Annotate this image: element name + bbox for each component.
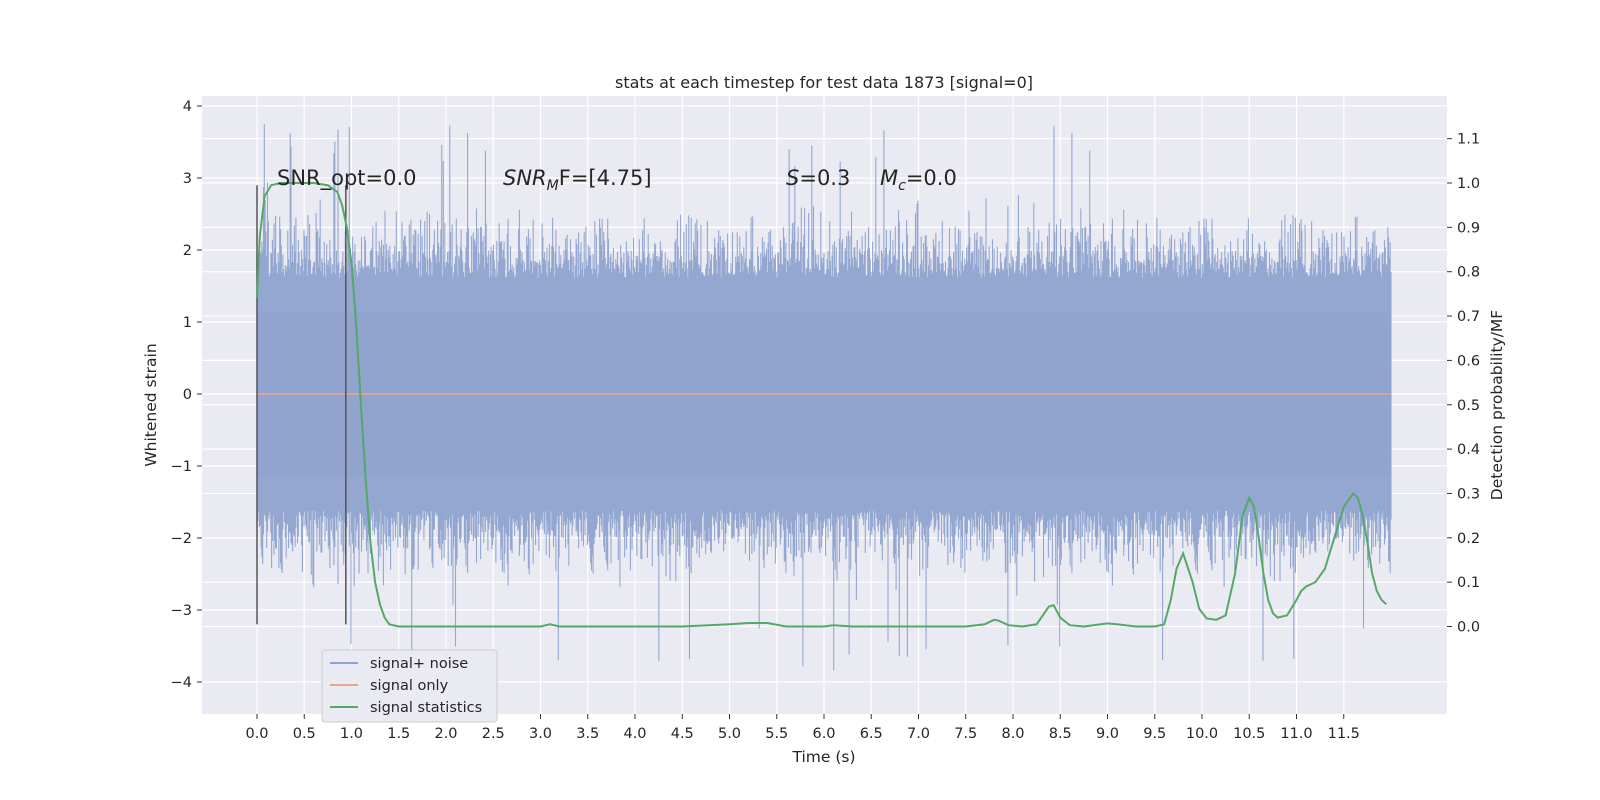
signal-statistics-series	[256, 182, 1387, 628]
x-tick-label: 0.0	[245, 726, 268, 742]
y-left-tick-label: 2	[183, 243, 192, 259]
x-tick-label: 8.0	[1001, 726, 1024, 742]
legend-label-signal-statistics: signal statistics	[370, 700, 482, 716]
y-axis-left: 4 3 2 1 0 −1 −2 −3 −4	[171, 99, 202, 691]
x-tick-label: 0.5	[293, 726, 316, 742]
mc-subscript: c	[898, 178, 906, 194]
s-annotation: S=0.3	[786, 166, 850, 190]
vertical-markers	[256, 185, 347, 625]
x-tick-label: 8.5	[1049, 726, 1072, 742]
y-right-tick-label: 0.7	[1457, 309, 1480, 325]
y-right-tick-label: 0.0	[1457, 620, 1480, 636]
legend-box	[321, 649, 498, 723]
y-axis-right: 1.1 1.0 0.9 0.8 0.7 0.6 0.5 0.4 0.3 0.2 0.1 0.0	[1447, 132, 1480, 636]
legend: signal+ noise signal only signal statist…	[321, 649, 498, 723]
x-tick-label: 7.5	[954, 726, 977, 742]
x-tick-label: 9.0	[1096, 726, 1119, 742]
x-tick-label: 10.0	[1186, 726, 1218, 742]
legend-label-signal-noise: signal+ noise	[370, 656, 468, 672]
y-left-tick-label: 3	[183, 171, 192, 187]
x-tick-label: 4.0	[623, 726, 646, 742]
y-left-tick-label: −2	[171, 531, 192, 547]
y-right-tick-label: 0.4	[1457, 442, 1480, 458]
y-right-tick-label: 0.6	[1457, 353, 1480, 369]
mc-symbol: M	[880, 166, 898, 190]
y-right-tick-label: 0.2	[1457, 531, 1480, 547]
mc-annotation: Mc=0.0	[880, 166, 957, 194]
y-left-tick-label: −4	[171, 675, 192, 691]
y-right-tick-label: 1.0	[1457, 176, 1480, 192]
y-right-tick-label: 0.8	[1457, 265, 1480, 281]
x-tick-label: 5.5	[765, 726, 788, 742]
mc-value: =0.0	[906, 166, 957, 190]
y-left-tick-label: 4	[183, 99, 192, 115]
x-tick-label: 1.5	[387, 726, 410, 742]
x-tick-label: 6.0	[812, 726, 835, 742]
y-axis-left-label: Whitened strain	[142, 343, 160, 466]
y-right-tick-label: 0.3	[1457, 486, 1480, 502]
x-tick-label: 5.0	[718, 726, 741, 742]
snr-mf-subscript: M	[547, 178, 559, 194]
y-right-tick-label: 0.1	[1457, 575, 1480, 591]
y-left-tick-label: −3	[171, 603, 192, 619]
s-value: =0.3	[799, 166, 850, 190]
y-right-tick-label: 0.9	[1457, 220, 1480, 236]
x-tick-label: 4.5	[671, 726, 694, 742]
y-left-tick-label: 1	[183, 315, 192, 331]
y-right-tick-label: 1.1	[1457, 132, 1480, 148]
snr-opt-annotation: SNR_opt=0.0	[277, 166, 417, 191]
y-left-tick-label: −1	[171, 459, 192, 475]
x-tick-label: 2.5	[482, 726, 505, 742]
snr-mf-value: F=[4.75]	[559, 166, 652, 190]
x-tick-label: 1.0	[340, 726, 363, 742]
x-tick-label: 9.5	[1143, 726, 1166, 742]
x-tick-label: 10.5	[1233, 726, 1265, 742]
x-tick-label: 11.0	[1280, 726, 1312, 742]
s-symbol: S	[786, 166, 799, 190]
x-tick-label: 7.0	[907, 726, 930, 742]
chart-title: stats at each timestep for test data 187…	[615, 73, 1033, 92]
x-tick-label: 2.0	[434, 726, 457, 742]
y-right-tick-label: 0.5	[1457, 398, 1480, 414]
legend-label-signal-only: signal only	[370, 678, 449, 694]
x-tick-label: 3.5	[576, 726, 599, 742]
x-tick-label: 11.5	[1328, 726, 1360, 742]
y-left-tick-label: 0	[183, 387, 192, 403]
x-tick-label: 3.0	[529, 726, 552, 742]
x-axis: 0.0 0.5 1.0 1.5 2.0 2.5 3.0 3.5 4.0 4.5 5.0 5.5 6.0 6…	[245, 714, 1360, 742]
x-axis-label: Time (s)	[791, 748, 855, 766]
snr-mf-symbol: SNR	[503, 166, 547, 190]
y-axis-right-label: Detection probability/MF	[1488, 310, 1506, 501]
snr-mf-annotation: SNRMF=[4.75]	[503, 166, 652, 194]
x-tick-label: 6.5	[860, 726, 883, 742]
